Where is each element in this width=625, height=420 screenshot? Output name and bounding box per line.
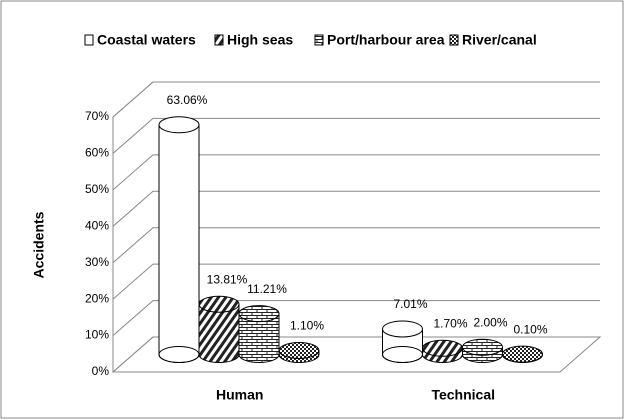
y-tick-label: 30% [85, 255, 109, 269]
cylinder-top [502, 345, 543, 363]
x-tick-label: Human [216, 387, 263, 403]
grid-line [112, 81, 600, 118]
y-tick-label: 50% [85, 182, 109, 196]
grid-line [112, 300, 600, 336]
legend-swatch [449, 34, 459, 46]
cylinder-top [462, 338, 503, 356]
cylinder [158, 124, 200, 363]
legend-swatch [84, 34, 94, 46]
y-tick-label: 60% [85, 146, 109, 160]
grid-line [112, 336, 600, 373]
cylinder-top [422, 339, 463, 357]
cylinder-top [278, 341, 320, 359]
y-axis-label: Accidents [31, 211, 47, 278]
y-tick-label: 20% [85, 291, 109, 305]
y-tick-label: 70% [85, 109, 109, 123]
value-label: 7.01% [393, 297, 427, 311]
value-label: 63.06% [167, 93, 208, 107]
y-tick-label: 40% [85, 218, 109, 232]
legend-label: Coastal waters [97, 32, 196, 48]
legend-label: Port/harbour area [327, 32, 445, 48]
x-tick-label: Technical [431, 387, 495, 403]
legend-swatch [214, 34, 224, 46]
value-label: 1.10% [290, 319, 324, 333]
grid-line [112, 117, 600, 154]
cylinder-top [198, 295, 240, 313]
legend-swatch [314, 34, 324, 46]
legend-label: High seas [227, 32, 293, 48]
value-label: 13.81% [207, 272, 248, 286]
value-label: 1.70% [433, 316, 467, 330]
value-label: 11.21% [247, 282, 287, 296]
y-tick-label: 10% [85, 328, 109, 342]
cylinder [198, 303, 240, 363]
cylinder-top [158, 116, 200, 134]
cylinder-top [238, 305, 280, 323]
value-label: 0.10% [513, 322, 547, 336]
y-tick-label: 0% [92, 364, 110, 378]
grid-line [112, 190, 600, 227]
legend-label: River/canal [462, 32, 537, 48]
cylinder-top [382, 320, 423, 338]
grid-line [112, 227, 600, 264]
value-label: 2.00% [473, 315, 507, 329]
grid-line [112, 263, 600, 300]
grid-line [112, 154, 600, 191]
